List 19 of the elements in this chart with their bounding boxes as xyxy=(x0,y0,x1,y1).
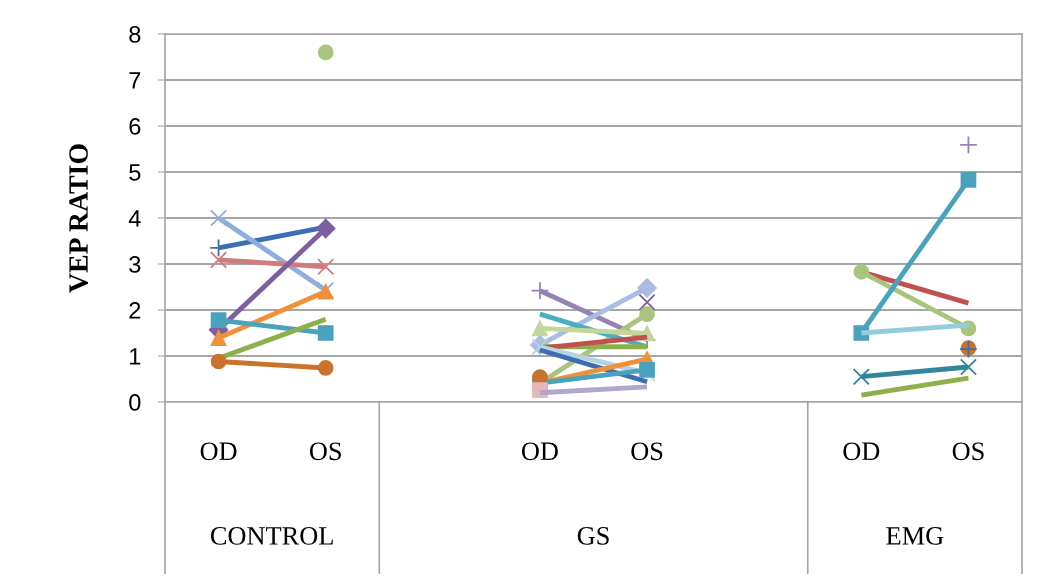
y-tick-label: 3 xyxy=(129,256,141,273)
y-tick-label: 5 xyxy=(129,164,141,181)
text: CONTROL xyxy=(210,527,333,545)
text: EMG xyxy=(886,527,944,545)
text: GS xyxy=(577,527,609,545)
x-tick-label: OS xyxy=(309,442,341,461)
x-tick-label: OD xyxy=(843,442,880,461)
x-tick-label: OD xyxy=(200,442,237,461)
y-tick-label: 7 xyxy=(129,72,141,89)
y-axis-title: VEP RATIO xyxy=(69,144,89,293)
y-tick-label: 8 xyxy=(129,26,141,43)
x-tick-label: OS xyxy=(631,442,663,461)
y-tick-label: 1 xyxy=(130,348,141,365)
x-tick-label: OS xyxy=(952,442,984,461)
y-tick-label: 6 xyxy=(129,118,141,135)
y-tick-label: 2 xyxy=(129,302,141,319)
y-tick-label: 0 xyxy=(129,394,141,411)
y-tick-label: 4 xyxy=(128,210,141,227)
x-tick-label: OD xyxy=(521,442,558,461)
